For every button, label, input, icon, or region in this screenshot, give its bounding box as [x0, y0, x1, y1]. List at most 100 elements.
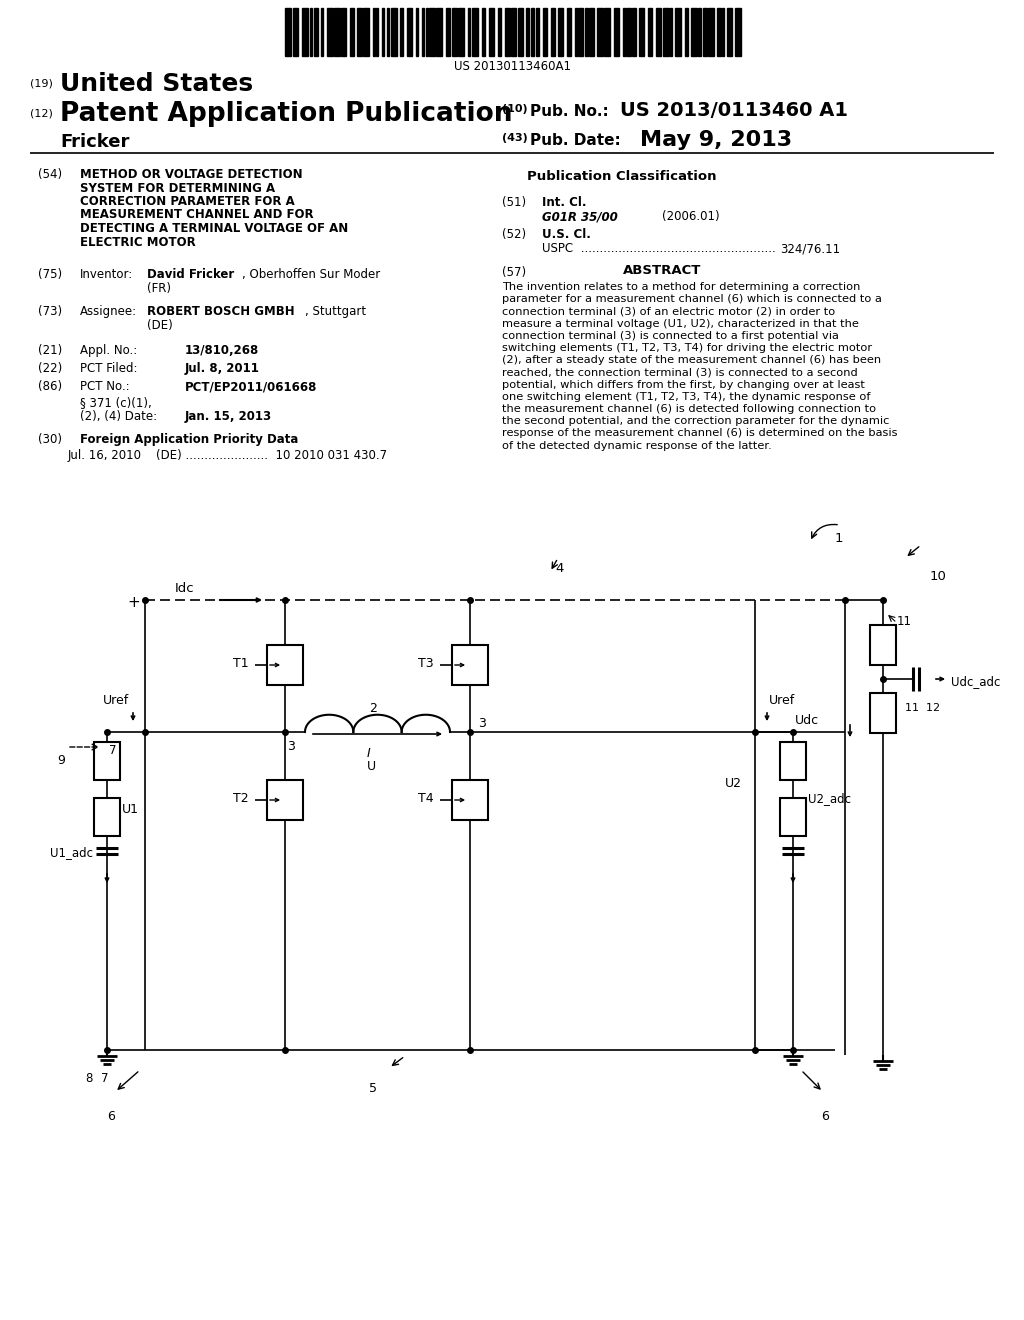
- Bar: [639, 8, 644, 55]
- Text: (2), after a steady state of the measurement channel (6) has been: (2), after a steady state of the measure…: [502, 355, 881, 366]
- Text: Udc: Udc: [795, 714, 819, 727]
- Bar: [498, 8, 501, 55]
- Text: Uref: Uref: [103, 694, 129, 708]
- Bar: [472, 8, 478, 55]
- Bar: [870, 693, 896, 733]
- Text: USPC: USPC: [542, 242, 573, 255]
- Text: 3: 3: [478, 717, 485, 730]
- Bar: [708, 8, 714, 55]
- Text: Assignee:: Assignee:: [80, 305, 137, 318]
- Text: Appl. No.:: Appl. No.:: [80, 345, 137, 356]
- Text: U2: U2: [725, 777, 742, 789]
- Text: (75): (75): [38, 268, 62, 281]
- Bar: [685, 8, 688, 55]
- Text: 4: 4: [555, 562, 563, 576]
- Bar: [376, 8, 378, 55]
- Text: US 2013/0113460 A1: US 2013/0113460 A1: [620, 102, 848, 120]
- Text: PCT Filed:: PCT Filed:: [80, 362, 137, 375]
- Bar: [334, 8, 340, 55]
- Bar: [314, 8, 318, 55]
- Text: METHOD OR VOLTAGE DETECTION: METHOD OR VOLTAGE DETECTION: [80, 168, 303, 181]
- Text: 7: 7: [101, 1072, 109, 1085]
- Text: T3: T3: [418, 657, 433, 671]
- Text: Jan. 15, 2013: Jan. 15, 2013: [185, 411, 272, 422]
- Text: May 9, 2013: May 9, 2013: [640, 129, 793, 150]
- Text: ELECTRIC MOTOR: ELECTRIC MOTOR: [80, 235, 196, 248]
- Bar: [285, 8, 291, 55]
- Text: United States: United States: [60, 73, 253, 96]
- Text: , Oberhoffen Sur Moder: , Oberhoffen Sur Moder: [242, 268, 380, 281]
- Bar: [373, 8, 375, 55]
- Text: connection terminal (3) of an electric motor (2) in order to: connection terminal (3) of an electric m…: [502, 306, 836, 317]
- Text: (21): (21): [38, 345, 62, 356]
- Text: ABSTRACT: ABSTRACT: [623, 264, 701, 277]
- Text: 2: 2: [369, 702, 377, 715]
- Text: 10: 10: [930, 570, 947, 583]
- Text: Uref: Uref: [769, 694, 796, 708]
- Bar: [321, 8, 323, 55]
- Bar: [698, 8, 701, 55]
- Bar: [452, 645, 488, 685]
- Text: ....................................................: ........................................…: [577, 242, 779, 255]
- Bar: [94, 799, 120, 836]
- Text: (12): (12): [30, 108, 53, 117]
- Text: (52): (52): [502, 228, 526, 242]
- Text: 1: 1: [835, 532, 844, 545]
- Bar: [526, 8, 529, 55]
- Text: Inventor:: Inventor:: [80, 268, 133, 281]
- Bar: [391, 8, 397, 55]
- Text: (57): (57): [502, 267, 526, 279]
- Bar: [422, 8, 424, 55]
- Text: (86): (86): [38, 380, 62, 393]
- Text: SYSTEM FOR DETERMINING A: SYSTEM FOR DETERMINING A: [80, 181, 275, 194]
- Text: +: +: [127, 595, 139, 610]
- Text: (51): (51): [502, 195, 526, 209]
- Text: Foreign Application Priority Data: Foreign Application Priority Data: [80, 433, 298, 446]
- Bar: [691, 8, 697, 55]
- Text: 11  12: 11 12: [905, 704, 940, 713]
- Bar: [429, 8, 435, 55]
- Bar: [536, 8, 539, 55]
- Text: (73): (73): [38, 305, 62, 318]
- Bar: [567, 8, 571, 55]
- Bar: [446, 8, 450, 55]
- Text: David Fricker: David Fricker: [147, 268, 234, 281]
- Text: (43): (43): [502, 133, 527, 143]
- Bar: [511, 8, 516, 55]
- Text: 11: 11: [897, 615, 912, 628]
- Text: 5: 5: [369, 1082, 377, 1096]
- Text: ROBERT BOSCH GMBH: ROBERT BOSCH GMBH: [147, 305, 295, 318]
- Bar: [407, 8, 412, 55]
- Text: switching elements (T1, T2, T3, T4) for driving the electric motor: switching elements (T1, T2, T3, T4) for …: [502, 343, 872, 352]
- Bar: [452, 8, 457, 55]
- Bar: [780, 799, 806, 836]
- Text: 6: 6: [821, 1110, 828, 1123]
- Text: , Stuttgart: , Stuttgart: [305, 305, 367, 318]
- Bar: [310, 8, 312, 55]
- Text: connection terminal (3) is connected to a first potential via: connection terminal (3) is connected to …: [502, 331, 839, 341]
- Text: U: U: [367, 760, 376, 774]
- Text: § 371 (c)(1),: § 371 (c)(1),: [80, 396, 152, 409]
- Bar: [387, 8, 389, 55]
- Text: 9: 9: [57, 754, 65, 767]
- Bar: [489, 8, 494, 55]
- Bar: [589, 8, 594, 55]
- Bar: [604, 8, 610, 55]
- Bar: [416, 8, 418, 55]
- Text: response of the measurement channel (6) is determined on the basis: response of the measurement channel (6) …: [502, 429, 897, 438]
- Bar: [482, 8, 485, 55]
- Text: U.S. Cl.: U.S. Cl.: [542, 228, 591, 242]
- Text: (19): (19): [30, 78, 53, 88]
- Text: PCT No.:: PCT No.:: [80, 380, 130, 393]
- Text: (DE): (DE): [147, 319, 173, 333]
- Text: 7: 7: [109, 744, 117, 756]
- Text: (2), (4) Date:: (2), (4) Date:: [80, 411, 157, 422]
- Bar: [436, 8, 442, 55]
- Bar: [614, 8, 618, 55]
- Bar: [341, 8, 346, 55]
- Text: U1_adc: U1_adc: [50, 846, 93, 859]
- Text: Jul. 16, 2010    (DE) ......................  10 2010 031 430.7: Jul. 16, 2010 (DE) .....................…: [68, 449, 388, 462]
- Text: The invention relates to a method for determining a correction: The invention relates to a method for de…: [502, 282, 860, 292]
- Text: (22): (22): [38, 362, 62, 375]
- Bar: [663, 8, 669, 55]
